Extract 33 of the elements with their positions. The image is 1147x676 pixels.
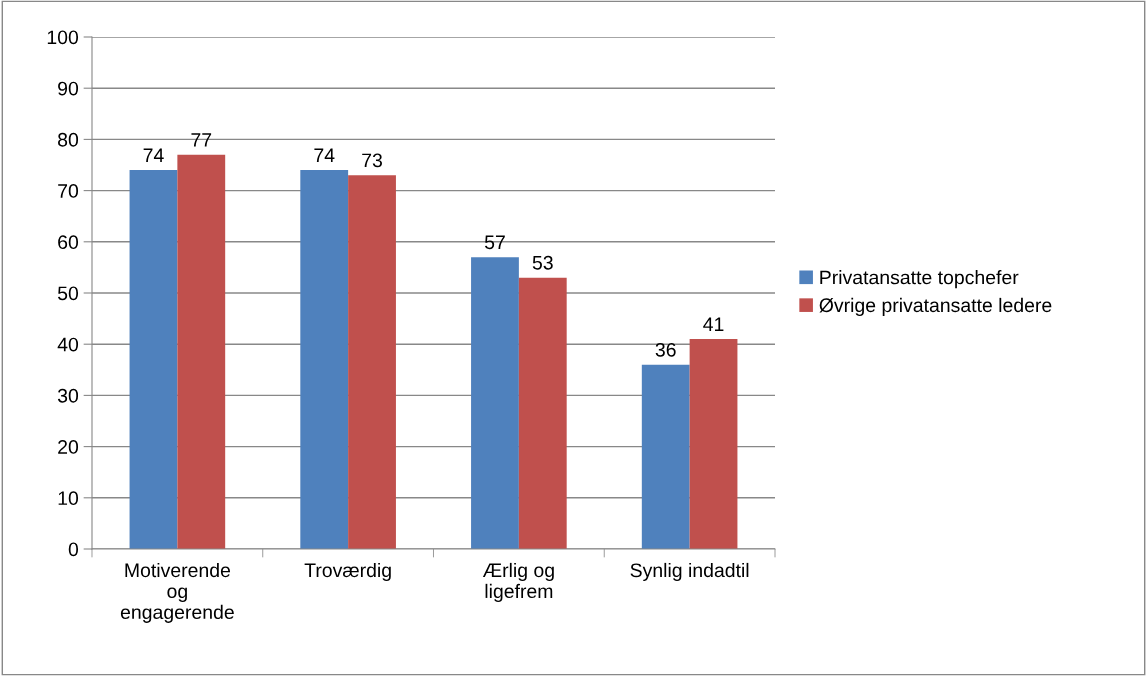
y-tick-label: 20 — [58, 440, 79, 454]
bar — [641, 364, 690, 549]
x-tick-label: Troværdig — [304, 562, 391, 582]
bar — [518, 277, 567, 549]
data-label: 36 — [655, 342, 676, 357]
data-label: 74 — [143, 148, 164, 162]
data-label: 41 — [703, 317, 724, 331]
y-tick-label: 30 — [57, 388, 79, 403]
legend-label: Øvrige privatansatte ledere — [819, 297, 1052, 316]
data-label: 73 — [362, 153, 382, 168]
y-tick-label: 40 — [57, 337, 79, 352]
bar — [300, 170, 349, 549]
bar — [471, 257, 519, 549]
bar — [129, 170, 178, 549]
data-label: 53 — [532, 255, 553, 270]
x-tick-label: Motiverende og engagerende — [120, 562, 234, 623]
data-label: 74 — [314, 148, 335, 162]
y-tick-label: 100 — [47, 30, 79, 45]
bar — [177, 154, 226, 549]
y-tick-label: 90 — [58, 81, 79, 96]
y-tick-label: 50 — [57, 286, 79, 301]
bar — [348, 175, 396, 549]
y-tick-label: 10 — [58, 491, 79, 506]
legend-label: Privatansatte topchefer — [820, 270, 1019, 289]
y-tick-label: 70 — [58, 184, 79, 198]
x-tick-label: Ærlig og ligefrem — [482, 562, 554, 602]
x-tick-label: Synlig indadtil — [630, 562, 749, 582]
data-label: 77 — [191, 133, 212, 147]
bar — [689, 339, 738, 549]
y-tick-label: 60 — [58, 235, 79, 250]
y-tick-label: 0 — [68, 542, 79, 557]
data-label: 57 — [484, 235, 505, 250]
y-tick-label: 80 — [58, 132, 79, 147]
